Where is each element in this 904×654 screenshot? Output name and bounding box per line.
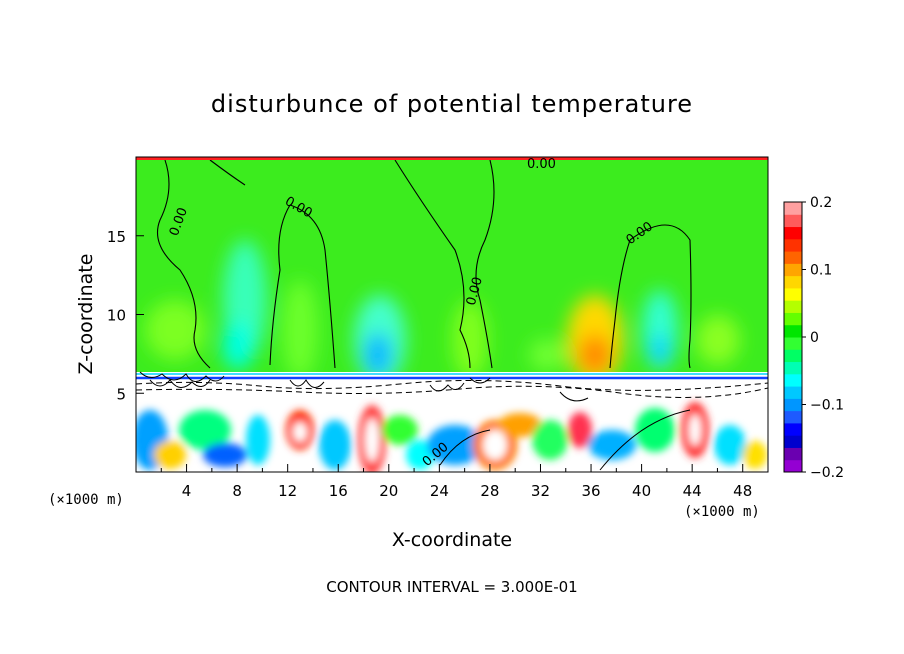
colorbar-labels: 0.2 0.1 0 −0.1 −0.2 — [802, 195, 844, 481]
x-tick-label: 44 — [683, 482, 702, 500]
x-axis: 4 8 12 16 20 24 28 32 36 40 44 48 — [160, 464, 752, 500]
colorbar-swatch — [784, 202, 802, 215]
contour-interval-label: CONTOUR INTERVAL = 3.000E-01 — [326, 578, 577, 596]
colorbar-swatch — [784, 312, 802, 326]
y-axis: 5 10 15 — [107, 228, 144, 403]
y-axis-label: Z-coordinate — [75, 254, 97, 375]
x-tick-label: 32 — [531, 482, 550, 500]
colorbar-swatch — [784, 373, 802, 387]
contour-label: 0.00 — [464, 275, 486, 307]
colorbar-swatch — [784, 422, 802, 436]
colorbar-swatch — [784, 410, 802, 424]
x-tick-label: 36 — [581, 482, 600, 500]
colorbar-swatch — [784, 214, 802, 228]
colorbar-tick-label: −0.2 — [810, 465, 844, 481]
x-tick-label: 28 — [480, 482, 499, 500]
colorbar-swatch — [784, 275, 802, 289]
x-tick-label: 48 — [733, 482, 752, 500]
colorbar-swatch — [784, 386, 802, 399]
colorbar — [784, 202, 802, 473]
chart-title: disturbunce of potential temperature — [211, 90, 693, 118]
colorbar-swatch — [784, 300, 802, 313]
heatmap-field — [136, 157, 768, 472]
x-tick-label: 40 — [632, 482, 651, 500]
colorbar-swatch — [784, 251, 802, 264]
z-unit-label: (×1000 m) — [48, 492, 124, 508]
x-unit-label: (×1000 m) — [684, 504, 760, 520]
x-tick-label: 8 — [232, 482, 242, 500]
colorbar-swatch — [784, 287, 802, 301]
colorbar-swatch — [784, 361, 802, 375]
colorbar-swatch — [784, 226, 802, 240]
colorbar-swatch — [784, 324, 802, 338]
colorbar-swatch — [784, 398, 802, 412]
x-tick-label: 12 — [278, 482, 297, 500]
x-tick-label: 24 — [430, 482, 449, 500]
x-axis-label: X-coordinate — [392, 529, 512, 551]
y-tick-label: 5 — [116, 385, 126, 403]
colorbar-tick-label: 0 — [810, 330, 819, 346]
colorbar-swatch — [784, 238, 802, 252]
colorbar-tick-label: 0.1 — [810, 263, 832, 279]
contour-label: 0.00 — [527, 157, 556, 172]
colorbar-swatch — [784, 337, 802, 350]
colorbar-tick-label: −0.1 — [810, 398, 844, 414]
x-tick-label: 20 — [379, 482, 398, 500]
y-tick-label: 15 — [107, 228, 126, 246]
colorbar-swatch — [784, 263, 802, 277]
colorbar-swatch — [784, 459, 802, 473]
colorbar-tick-label: 0.2 — [810, 195, 832, 211]
x-tick-label: 4 — [182, 482, 192, 500]
x-tick-label: 16 — [329, 482, 348, 500]
colorbar-swatch — [784, 349, 802, 363]
colorbar-swatch — [784, 447, 802, 461]
colorbar-swatch — [784, 435, 802, 448]
y-tick-label: 10 — [107, 307, 126, 325]
